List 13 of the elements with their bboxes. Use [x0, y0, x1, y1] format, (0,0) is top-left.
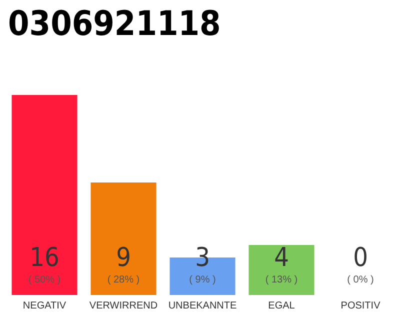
x-tick-label: EGAL: [268, 300, 296, 312]
chart-title: 0306921118: [8, 4, 221, 44]
data-label: 0 ( 0% ): [347, 243, 374, 286]
bar: [248, 245, 314, 295]
data-label: 16 ( 50% ): [28, 243, 61, 286]
bar: [90, 182, 156, 295]
x-tick-label: UNBEKANNTE: [168, 300, 237, 312]
x-tick-label: POSITIV: [340, 300, 381, 312]
data-label: 9 ( 28% ): [107, 243, 140, 286]
x-tick-label: NEGATIV: [22, 300, 66, 312]
bar: [12, 95, 78, 295]
x-tick-label: VERWIRREND: [89, 300, 158, 312]
data-label: 4 ( 13% ): [265, 243, 298, 286]
